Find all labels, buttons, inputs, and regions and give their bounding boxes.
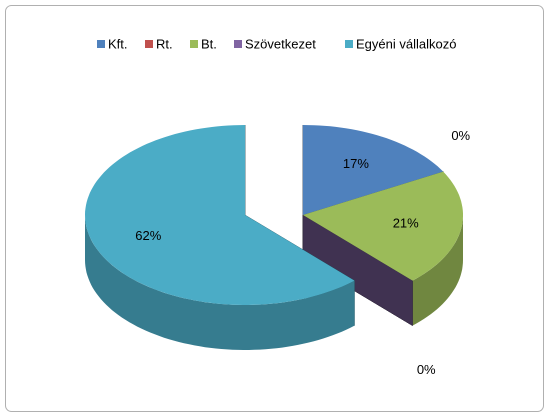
legend-swatch — [345, 40, 353, 48]
data-label: 0% — [451, 128, 470, 143]
legend-swatch — [234, 40, 242, 48]
data-label: 62% — [135, 228, 161, 243]
legend-label: Egyéni vállalkozó — [356, 36, 456, 51]
tops — [85, 125, 463, 305]
labels: 17% 0% 21% 0% 62% — [135, 128, 470, 377]
legend-swatch — [97, 40, 105, 48]
slice-top — [85, 125, 355, 305]
data-label: 0% — [417, 362, 436, 377]
slice-top — [303, 125, 444, 215]
legend-label: Kft. — [108, 36, 128, 51]
legend-swatch — [190, 40, 198, 48]
legend-swatch — [145, 40, 153, 48]
data-label: 17% — [343, 156, 369, 171]
slice-outer-wall — [412, 215, 463, 326]
slice-outer-wall — [85, 215, 355, 350]
slice-top — [303, 171, 463, 281]
legend-label: Bt. — [201, 36, 217, 51]
legend-label: Szövetkezet — [245, 36, 316, 51]
data-label: 21% — [393, 216, 419, 231]
legend-label: Rt. — [156, 36, 173, 51]
